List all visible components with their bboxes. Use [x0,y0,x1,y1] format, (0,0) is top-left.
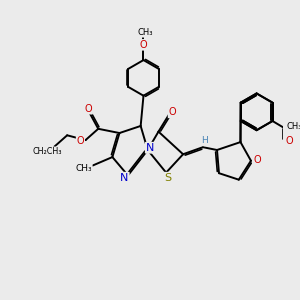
Text: O: O [85,104,92,114]
Text: CH₃: CH₃ [137,28,153,37]
Text: H: H [201,136,208,146]
Text: O: O [140,40,147,50]
Text: N: N [146,143,154,153]
Text: S: S [164,173,171,183]
Text: O: O [76,136,84,146]
Text: O: O [286,136,293,146]
Text: CH₃: CH₃ [286,122,300,131]
Text: CH₃: CH₃ [75,164,92,173]
Text: O: O [254,155,261,165]
Text: O: O [169,107,176,117]
Text: CH₂CH₃: CH₂CH₃ [33,147,62,156]
Text: N: N [120,173,129,183]
